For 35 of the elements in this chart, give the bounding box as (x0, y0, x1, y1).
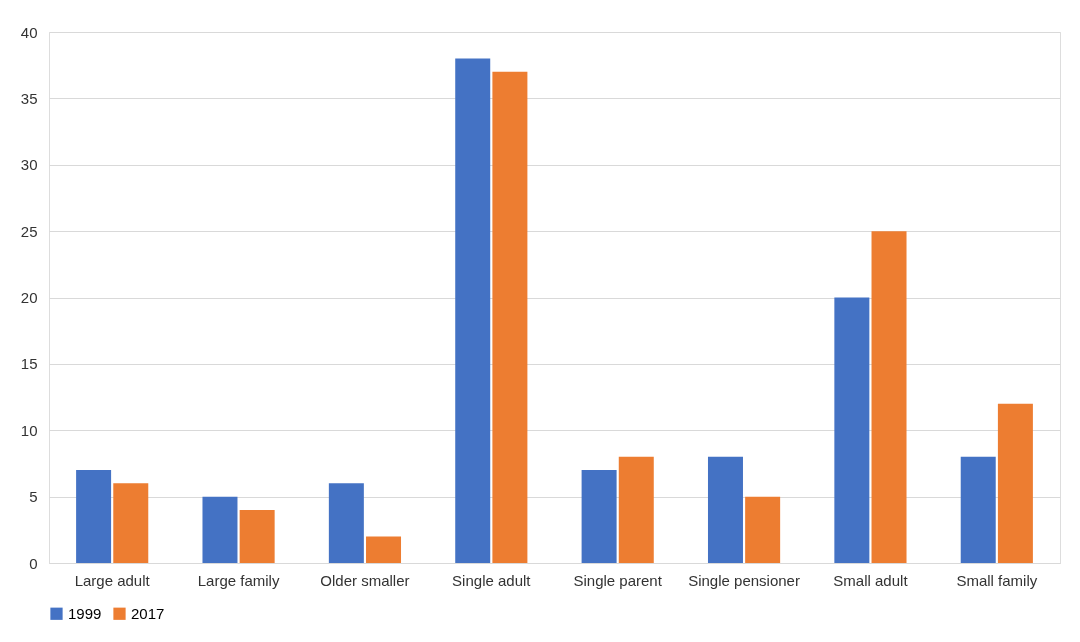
y-tick-label: 15 (20, 355, 38, 373)
bar (871, 231, 907, 563)
x-tick-label: Older smaller (320, 571, 410, 589)
bar (366, 536, 402, 563)
bar (76, 470, 112, 563)
y-tick-label: 35 (20, 89, 38, 107)
bar (745, 496, 781, 563)
x-tick-label: Single pensioner (688, 571, 800, 589)
bar (997, 403, 1033, 563)
legend-label: 1999 (68, 604, 102, 622)
y-tick-label: 25 (20, 222, 38, 240)
y-tick-label: 10 (20, 421, 38, 439)
x-tick-label: Small family (956, 571, 1038, 589)
bar (618, 456, 654, 563)
x-tick-label: Large family (197, 571, 280, 589)
y-tick-label: 30 (20, 156, 38, 174)
bar (239, 509, 275, 563)
x-tick-label: Large adult (74, 571, 151, 589)
x-tick-label: Single parent (573, 571, 663, 589)
bar (455, 58, 491, 563)
x-tick-label: Small adult (833, 571, 909, 589)
y-tick-label: 5 (29, 488, 38, 506)
x-tick-label: Single adult (452, 571, 532, 589)
bar (492, 71, 528, 563)
bar (328, 483, 364, 563)
y-tick-label: 0 (29, 554, 38, 572)
legend-label: 2017 (131, 604, 165, 622)
y-tick-label: 40 (20, 23, 38, 41)
bar (834, 297, 870, 563)
bar (960, 456, 996, 563)
y-tick-label: 20 (20, 289, 38, 306)
bar (202, 496, 238, 563)
bar (113, 483, 149, 563)
bar (707, 456, 743, 563)
bar (581, 470, 617, 563)
